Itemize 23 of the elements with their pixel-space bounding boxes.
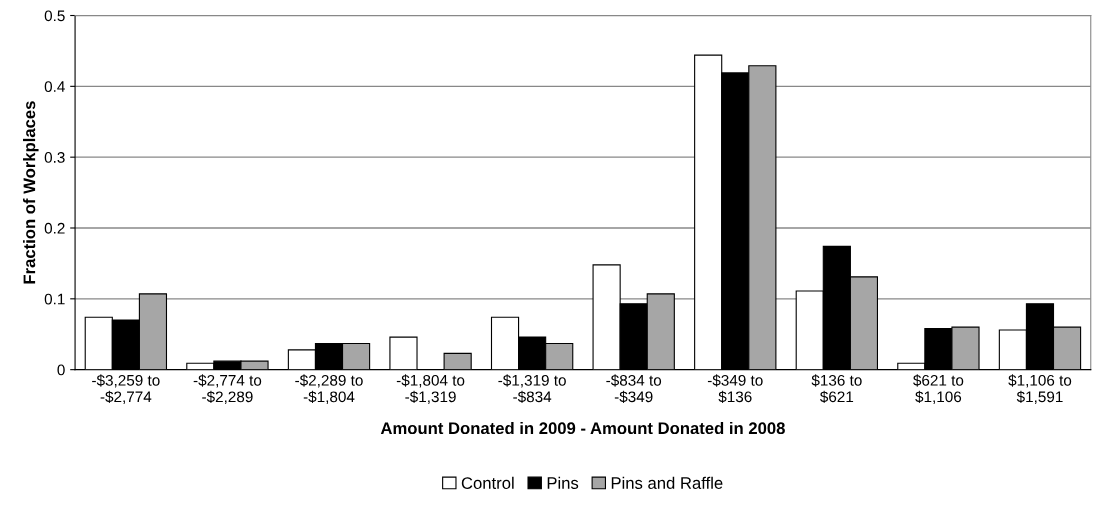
- y-axis-title: Fraction of Workplaces: [23, 101, 39, 284]
- x-tick-label: -$1,319 to -$834: [498, 374, 566, 404]
- y-tick-label: 0.2: [44, 222, 65, 234]
- x-tick-label: -$2,774 to -$2,289: [193, 374, 262, 404]
- y-tick-label: 0: [57, 364, 65, 376]
- legend-label: Pins: [547, 476, 579, 489]
- x-tick-label: -$1,804 to -$1,319: [396, 374, 465, 404]
- x-tick-label: $621 to $1,106: [913, 374, 964, 404]
- x-tick-label: $1,106 to $1,591: [1008, 374, 1072, 404]
- legend-label: Pins and Raffle: [611, 476, 723, 489]
- y-tick-label: 0.1: [44, 293, 65, 305]
- x-axis-title: Amount Donated in 2009 - Amount Donated in 2008: [380, 421, 785, 435]
- bar: [389, 336, 418, 370]
- legend-label: Control: [461, 476, 514, 489]
- y-tick-label: 0.3: [44, 152, 65, 163]
- x-tick-label: -$349 to $136: [707, 374, 763, 404]
- y-tick-label: 0.4: [44, 81, 65, 93]
- x-tick-label: $136 to $621: [811, 374, 862, 404]
- x-tick-label: -$3,259 to -$2,774: [92, 374, 160, 404]
- y-tick-label: 0.5: [44, 10, 65, 22]
- bar: [443, 352, 472, 370]
- x-tick-label: -$834 to -$349: [606, 374, 662, 404]
- x-tick-label: -$2,289 to -$1,804: [295, 374, 363, 404]
